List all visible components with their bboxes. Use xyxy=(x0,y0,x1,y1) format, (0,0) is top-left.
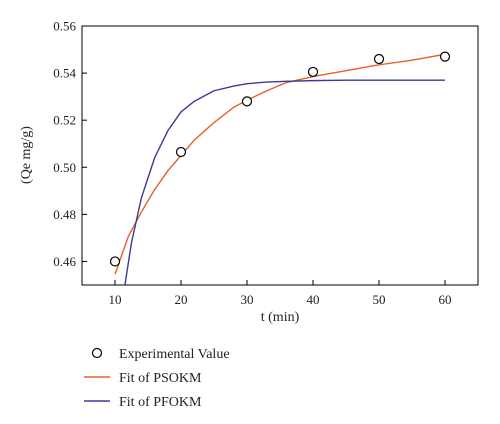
y-tick-label: 0.54 xyxy=(53,66,76,81)
series-line-1 xyxy=(114,53,446,275)
fit-lines xyxy=(114,53,446,286)
legend-marker-experimental xyxy=(91,347,103,359)
y-tick-label: 0.56 xyxy=(53,19,76,34)
x-axis-ticks: 10 20 30 40 50 60 xyxy=(109,280,452,307)
y-axis-label: (Qe mg/g) xyxy=(19,126,34,184)
legend: Experimental Value Fit of PSOKM Fit of P… xyxy=(84,347,230,410)
x-axis-label: t (min) xyxy=(261,310,300,325)
x-tick-label: 60 xyxy=(439,292,452,307)
series-line-2 xyxy=(124,79,445,286)
data-point xyxy=(307,66,319,78)
legend-item-pfokm: Fit of PFOKM xyxy=(84,395,202,410)
y-tick-label: 0.50 xyxy=(53,160,76,175)
legend-label-experimental: Experimental Value xyxy=(119,347,230,362)
x-tick-label: 10 xyxy=(109,292,122,307)
y-tick-label: 0.48 xyxy=(53,207,76,222)
data-point xyxy=(109,256,121,267)
x-tick-label: 30 xyxy=(241,292,254,307)
data-point xyxy=(175,146,187,158)
plot-frame xyxy=(81,25,479,286)
x-tick-label: 50 xyxy=(373,292,386,307)
x-tick-label: 40 xyxy=(307,292,320,307)
x-tick-label: 20 xyxy=(175,292,188,307)
data-point xyxy=(241,96,253,107)
data-point xyxy=(373,53,385,65)
legend-item-psokm: Fit of PSOKM xyxy=(84,371,202,386)
legend-label-pfokm: Fit of PFOKM xyxy=(119,395,202,410)
legend-label-psokm: Fit of PSOKM xyxy=(119,371,202,386)
data-points xyxy=(109,51,451,267)
y-tick-label: 0.52 xyxy=(53,113,76,128)
y-tick-label: 0.46 xyxy=(53,254,76,269)
data-point xyxy=(439,51,451,62)
legend-item-experimental: Experimental Value xyxy=(91,347,230,362)
y-axis-ticks: 0.46 0.48 0.50 0.52 0.54 0.56 xyxy=(53,19,87,269)
